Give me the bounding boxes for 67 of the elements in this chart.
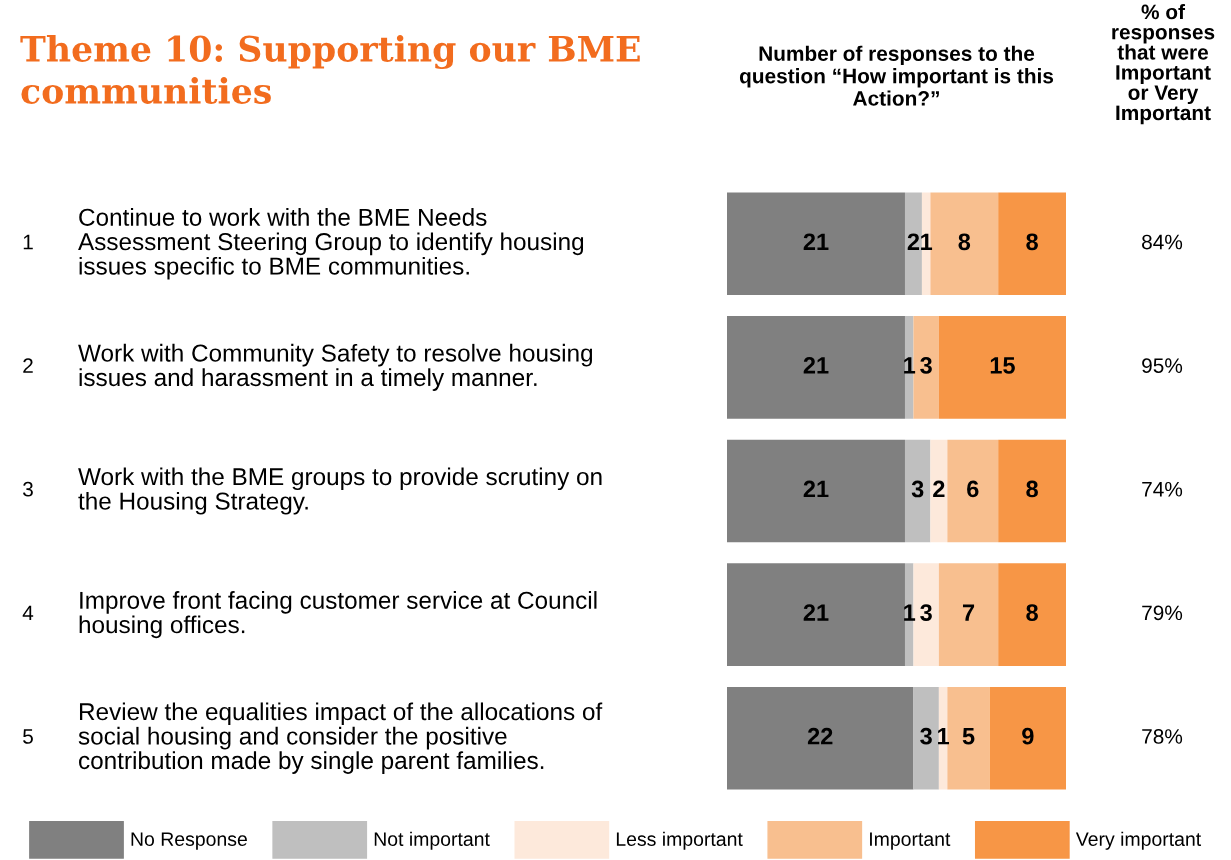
data-label: 8 bbox=[1026, 604, 1038, 621]
data-label: 21 bbox=[803, 604, 829, 621]
bar bbox=[998, 563, 1066, 666]
data-label: 8 bbox=[1026, 480, 1038, 498]
text: 3 bbox=[23, 481, 33, 497]
bar bbox=[930, 192, 999, 296]
data-label: 8 bbox=[958, 233, 971, 251]
data-label: 21 bbox=[803, 357, 829, 374]
text: 2 bbox=[23, 358, 33, 373]
legend-label: Not important bbox=[374, 831, 490, 850]
data-label: 5 bbox=[962, 728, 975, 745]
y-tick-label: Continue to work with the BME Needs Assessment Steering Group to identify housing issues specific to BME communities. bbox=[78, 208, 584, 280]
bar bbox=[913, 563, 939, 666]
text: 78% bbox=[1142, 729, 1183, 744]
data-label: 3 bbox=[911, 480, 924, 498]
text: 95% bbox=[1142, 358, 1183, 373]
data-label: 7 bbox=[962, 604, 975, 621]
y-tick-label: Improve front facing customer service at Council housing offices. bbox=[79, 591, 597, 639]
bar bbox=[727, 686, 914, 790]
text: Theme 10: Supporting our BME communities bbox=[20, 35, 640, 104]
data-label: 21 bbox=[803, 480, 829, 498]
data-label: 8 bbox=[1026, 233, 1038, 251]
legend-label: No Response bbox=[131, 832, 247, 850]
text: % of responses that were Important or Very Important bbox=[1112, 4, 1215, 125]
text: 79% bbox=[1142, 605, 1183, 621]
bar bbox=[947, 686, 990, 790]
data-label: 3 bbox=[920, 727, 932, 745]
data-label: 1 bbox=[921, 233, 933, 250]
bar bbox=[913, 686, 939, 790]
bar bbox=[904, 192, 922, 296]
bar bbox=[727, 563, 905, 666]
data-label: 6 bbox=[967, 480, 979, 498]
y-tick-label: Work with the BME groups to provide scrutiny on the Housing Strategy. bbox=[78, 467, 602, 515]
bar bbox=[989, 686, 1066, 790]
bar bbox=[727, 316, 905, 419]
data-label: 3 bbox=[920, 604, 932, 621]
bar bbox=[727, 439, 905, 543]
data-label: 9 bbox=[1022, 727, 1034, 745]
bar bbox=[947, 439, 999, 543]
data-label: 1 bbox=[938, 728, 950, 745]
legend-label: Important bbox=[870, 832, 951, 850]
bar bbox=[998, 192, 1066, 296]
text: 5 bbox=[23, 729, 33, 744]
legend-label: Less important bbox=[616, 831, 743, 850]
bar bbox=[904, 439, 931, 543]
bar bbox=[727, 192, 905, 296]
data-label: 1 bbox=[904, 604, 916, 621]
bar bbox=[998, 439, 1066, 543]
text: 84% bbox=[1142, 234, 1183, 250]
data-label: 1 bbox=[904, 357, 916, 374]
bar bbox=[930, 439, 948, 543]
y-tick-label: Work with Community Safety to resolve housing issues and harassment in a timely manner. bbox=[78, 343, 593, 391]
legend-label: Very important bbox=[1075, 831, 1202, 850]
bar bbox=[938, 563, 999, 666]
data-label: 22 bbox=[807, 727, 833, 745]
data-label: 2 bbox=[933, 480, 945, 498]
data-label: 15 bbox=[990, 357, 1015, 374]
x-axis-title: Number of responses to the question “How important is this Action?” bbox=[739, 45, 1054, 106]
bar bbox=[913, 316, 939, 419]
text: 1 bbox=[23, 234, 33, 250]
data-label: 2 bbox=[907, 233, 920, 250]
y-tick-label: Review the equalities impact of the allocations of social housing and consider the positive contribution made by single parent families. bbox=[78, 702, 603, 774]
data-label: 21 bbox=[803, 233, 829, 250]
text: 74% bbox=[1142, 481, 1183, 497]
data-label: 3 bbox=[920, 357, 932, 374]
bar bbox=[938, 316, 1066, 419]
text: 4 bbox=[22, 605, 34, 620]
